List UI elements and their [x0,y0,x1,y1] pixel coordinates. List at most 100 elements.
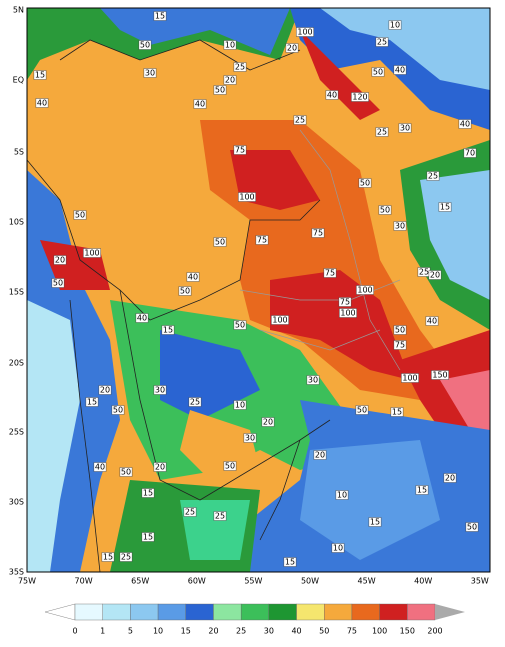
contour-label: 100 [84,249,99,258]
colorbar-swatch [407,603,436,621]
contour-label: 120 [352,93,367,102]
contour-label-box [186,272,200,282]
contour-label-box [35,98,49,108]
latitude-label: 5N [13,6,24,15]
longitude-label: 45W [358,577,376,586]
contour-label: 75 [313,229,323,238]
contour-label: 15 [163,326,173,335]
contour-label: 40 [188,273,198,282]
contour-label-box [141,488,155,498]
contour-label-box [161,325,175,335]
state-borders [239,129,401,371]
contour-label-box [213,85,227,95]
colorbar-label: 20 [208,627,218,636]
contour-label-box [426,171,440,181]
longitude-label: 70W [75,577,93,586]
contour-label: 50 [113,406,123,415]
contour-label-box [358,178,372,188]
colorbar-swatch [268,603,297,621]
contour-label-box [98,385,112,395]
contour-label: 75 [257,236,267,245]
contour-label-box [393,221,407,231]
colorbar-label: 150 [400,627,415,636]
contour-label-box [428,270,442,280]
contour-label: 20 [315,451,325,460]
contour-label-box [311,228,325,238]
contour-label: 30 [145,69,155,78]
longitude-label: 75W [18,577,36,586]
longitude-label: 50W [301,577,319,586]
contour-label: 50 [215,86,225,95]
contour-label-box [368,517,382,527]
contour-label: 20 [287,44,297,53]
contour-label: 25 [235,63,245,72]
contour-label: 100 [272,316,287,325]
longitude-label: 60W [188,577,206,586]
contour-label: 15 [155,12,165,21]
contour-label: 50 [180,287,190,296]
colorbar-swatch [296,603,325,621]
contour-label: 25 [295,116,305,125]
contour-label: 30 [155,386,165,395]
colorbar-label: 100 [372,627,387,636]
contour-label: 15 [417,486,427,495]
contour-label-box [375,37,389,47]
contour-label: 50 [75,211,85,220]
contour-label: 100 [402,374,417,383]
contour-label-box [233,62,247,72]
longitude-label: 65W [131,577,149,586]
contour-label-box [261,417,275,427]
colorbar-swatch [157,603,186,621]
contour-label: 15 [392,408,402,417]
latitude-label: EQ [13,76,24,85]
contour-label: 25 [419,268,429,277]
contour-label-box [93,462,107,472]
contour-label: 15 [87,398,97,407]
contour-label-box [465,522,479,532]
contour-label-box [111,405,125,415]
longitude-label: 40W [414,577,432,586]
colorbar-label: 75 [347,627,357,636]
colorbar-swatch [74,603,103,621]
contour-label-box [51,278,65,288]
contour-label-box [53,255,67,265]
colorbar-label: 40 [291,627,301,636]
contour-label-box [135,313,149,323]
contour-label-box [233,320,247,330]
contour-label-box [388,20,402,30]
contour-label-box [463,148,477,158]
colorbar-label: 1 [100,627,105,636]
contour-label-box [271,315,289,325]
colorbar-swatch [324,603,353,621]
contour-label-box [243,433,257,443]
contour-label: 50 [373,68,383,77]
contour-label-box [238,192,256,202]
contour-label: 50 [395,326,405,335]
contour-label-box [375,127,389,137]
latitude-label: 30S [9,498,24,507]
contour-label-box [153,11,167,21]
contour-label: 25 [428,172,438,181]
contour-label-box [338,297,352,307]
contour-label: 10 [225,41,235,50]
contour-label-box [371,67,385,77]
latitude-label: 35S [9,568,24,577]
contour-label: 100 [340,309,355,318]
contour-label: 10 [390,21,400,30]
contour-label: 25 [190,398,200,407]
contour-label-box [183,507,197,517]
contour-label: 25 [215,512,225,521]
contour-label-box [393,340,407,350]
latitude-label: 5S [14,148,24,157]
contour-label-box [443,473,457,483]
colorbar-label: 200 [427,627,442,636]
contour-label-box [85,397,99,407]
colorbar-swatch [379,603,408,621]
contour-label-box [431,370,449,380]
contour-label: 10 [333,544,343,553]
contour-label-box [178,286,192,296]
contour-label-box [101,552,115,562]
contour-label: 50 [140,41,150,50]
contour-label: 100 [297,28,312,37]
